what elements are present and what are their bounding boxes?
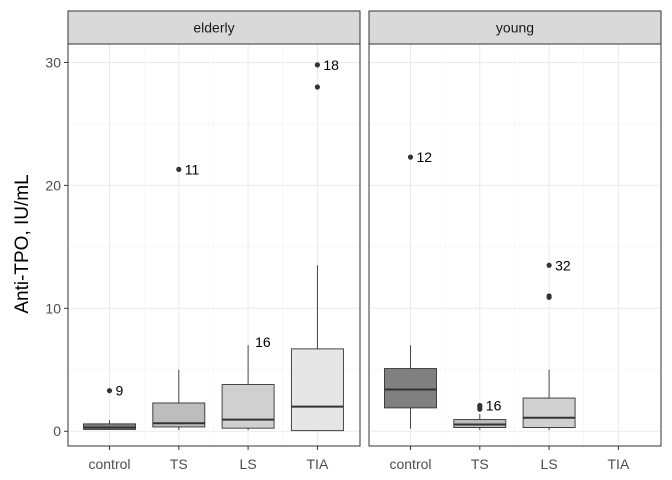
outlier-point: [407, 154, 414, 160]
box-iqr: [152, 402, 206, 428]
panel-border: [368, 43, 662, 447]
outlier-point: [477, 406, 483, 412]
box-iqr: [384, 368, 437, 409]
box-LS: 32: [522, 257, 576, 431]
outlier-point: [106, 388, 113, 394]
facet-label: young: [496, 20, 534, 36]
x-tick-label: TIA: [307, 456, 329, 472]
box-iqr: [522, 397, 576, 429]
outlier-label: 9: [116, 383, 124, 399]
outlier-point: [314, 62, 320, 68]
x-tick-label: LS: [541, 456, 558, 472]
x-tick-label: TS: [471, 456, 489, 472]
box-TS: 11: [152, 161, 206, 431]
box-TIA: 18: [290, 57, 344, 432]
y-axis: 0 10 20 30: [45, 54, 68, 439]
outlier-point: [546, 294, 552, 300]
outlier-label: 12: [417, 149, 433, 165]
outlier-point: [314, 84, 320, 90]
x-tick-label: LS: [240, 456, 257, 472]
panel-border: [67, 43, 361, 447]
outlier-point: [176, 166, 182, 172]
box-control: 12: [384, 149, 437, 429]
facet-label: elderly: [193, 20, 234, 36]
outlier-label: 16: [486, 397, 502, 413]
outlier-label: 32: [555, 257, 571, 273]
box-iqr: [221, 384, 275, 429]
y-tick-label: 0: [53, 423, 61, 439]
y-tick-label: 30: [45, 54, 61, 70]
x-tick-label: control: [389, 456, 431, 472]
y-axis-title: Anti-TPO, IU/mL: [12, 174, 33, 313]
box-TS: 16: [453, 397, 507, 431]
box-control: 9: [83, 383, 136, 431]
y-tick-label: 10: [45, 300, 61, 316]
box-iqr: [290, 348, 344, 432]
x-tick-label: TS: [170, 456, 188, 472]
outlier-point: [546, 262, 552, 268]
outlier-label: 11: [185, 161, 200, 177]
x-tick-label: TIA: [608, 456, 630, 472]
panel-elderly: elderly 9 11 16 18 control TS LS TIA: [67, 10, 361, 472]
box-LS: 16: [221, 334, 275, 431]
facet-strip: [67, 10, 361, 45]
data-label: 16: [255, 334, 271, 350]
panel-young: young 12 16 32 control TS LS TIA: [368, 10, 662, 472]
facet-panels: elderly 9 11 16 18 control TS LS TIA young 12 16 32 c…: [45, 10, 662, 472]
y-tick-label: 20: [45, 177, 61, 193]
outlier-label: 18: [323, 57, 339, 73]
x-tick-label: control: [88, 456, 130, 472]
